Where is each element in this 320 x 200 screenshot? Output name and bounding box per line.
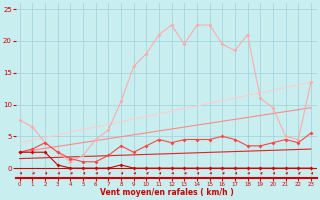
X-axis label: Vent moyen/en rafales ( km/h ): Vent moyen/en rafales ( km/h ) (100, 188, 234, 197)
